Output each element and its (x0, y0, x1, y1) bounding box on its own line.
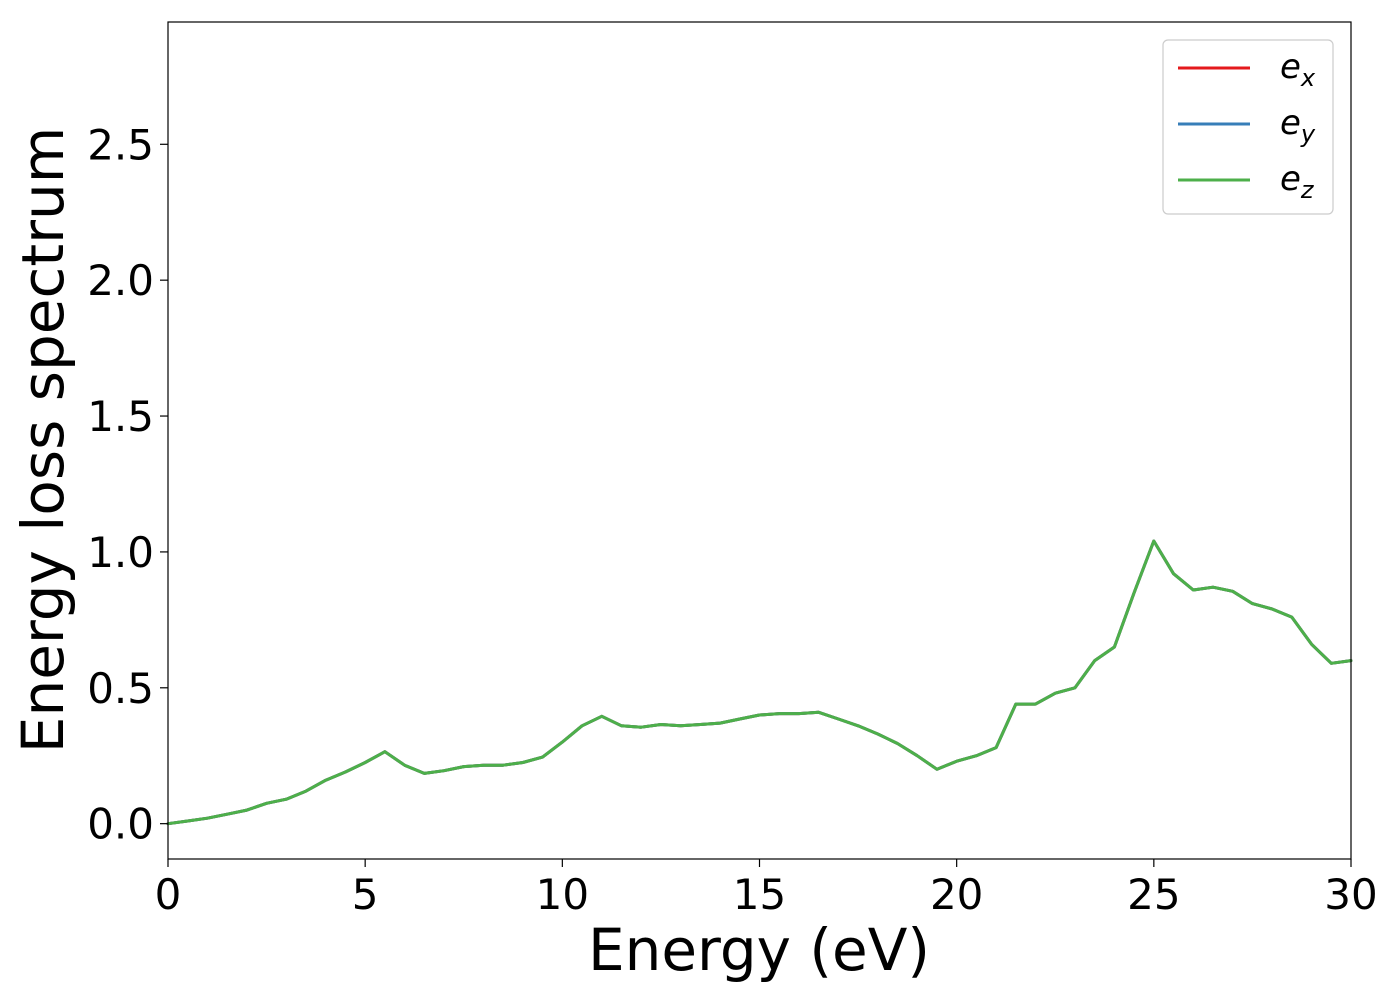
x-tick-label: 10 (536, 870, 589, 919)
series-layer (166, 539, 1353, 826)
x-tick-label: 0 (155, 870, 182, 919)
x-tick-label: 5 (352, 870, 379, 919)
series-line-y (166, 539, 1353, 826)
x-tick-label: 30 (1324, 870, 1377, 919)
y-tick-label: 0.5 (87, 664, 154, 713)
y-tick-label: 1.5 (87, 392, 154, 441)
y-tick-label: 2.5 (87, 120, 154, 169)
x-axis-title: Energy (eV) (588, 916, 930, 984)
series-line-x (166, 539, 1353, 826)
y-axis: 0.0 0.5 1.0 1.5 2.0 2.5 (87, 120, 168, 849)
x-tick-label: 20 (930, 870, 983, 919)
y-axis-title: Energy loss spectrum (9, 127, 77, 753)
y-tick-label: 1.0 (87, 528, 154, 577)
legend-label-z: ez (1280, 159, 1315, 204)
legend-label-x: ex (1280, 47, 1316, 92)
series-line-z (166, 539, 1353, 826)
x-axis: 0 5 10 15 20 25 30 (155, 859, 1378, 919)
legend-box (1162, 39, 1334, 215)
legend: ex ey ez (1162, 39, 1334, 215)
x-tick-label: 25 (1127, 870, 1180, 919)
legend-label-y: ey (1280, 103, 1316, 148)
y-tick-label: 0.0 (87, 800, 154, 849)
x-tick-label: 15 (733, 870, 786, 919)
y-tick-label: 2.0 (87, 256, 154, 305)
